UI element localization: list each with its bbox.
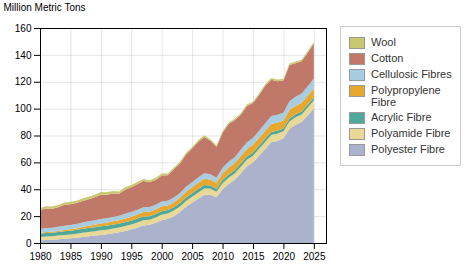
svg-text:2020: 2020 xyxy=(273,251,296,262)
svg-text:1980: 1980 xyxy=(29,251,52,262)
svg-text:60: 60 xyxy=(20,157,32,168)
svg-text:2000: 2000 xyxy=(151,251,174,262)
svg-text:2010: 2010 xyxy=(212,251,235,262)
html-text:Wool: Wool xyxy=(371,36,396,48)
svg-text:0: 0 xyxy=(26,238,32,249)
html-text:Cellulosic Fibres: Cellulosic Fibres xyxy=(371,68,452,80)
svg-text:1995: 1995 xyxy=(121,251,144,262)
html-text:Polyamide Fibre: Polyamide Fibre xyxy=(371,127,451,139)
svg-text:120: 120 xyxy=(15,76,32,87)
svg-text:160: 160 xyxy=(15,23,32,34)
svg-text:2025: 2025 xyxy=(303,251,326,262)
svg-text:1990: 1990 xyxy=(90,251,113,262)
svg-text:140: 140 xyxy=(15,50,32,61)
html-text:Acrylic Fibre: Acrylic Fibre xyxy=(371,111,432,123)
svg-text:2015: 2015 xyxy=(242,251,265,262)
svg-text:80: 80 xyxy=(20,130,32,141)
svg-text:100: 100 xyxy=(15,103,32,114)
html-text:Polypropylene Fibre: Polypropylene Fibre xyxy=(371,84,441,108)
svg-text:20: 20 xyxy=(20,211,32,222)
svg-text:Million Metric Tons: Million Metric Tons xyxy=(4,2,86,13)
svg-text:40: 40 xyxy=(20,184,32,195)
html-text:Cotton: Cotton xyxy=(371,52,404,64)
html-text:Polyester Fibre: Polyester Fibre xyxy=(371,143,445,155)
svg-text:1985: 1985 xyxy=(60,251,83,262)
svg-text:2005: 2005 xyxy=(182,251,205,262)
